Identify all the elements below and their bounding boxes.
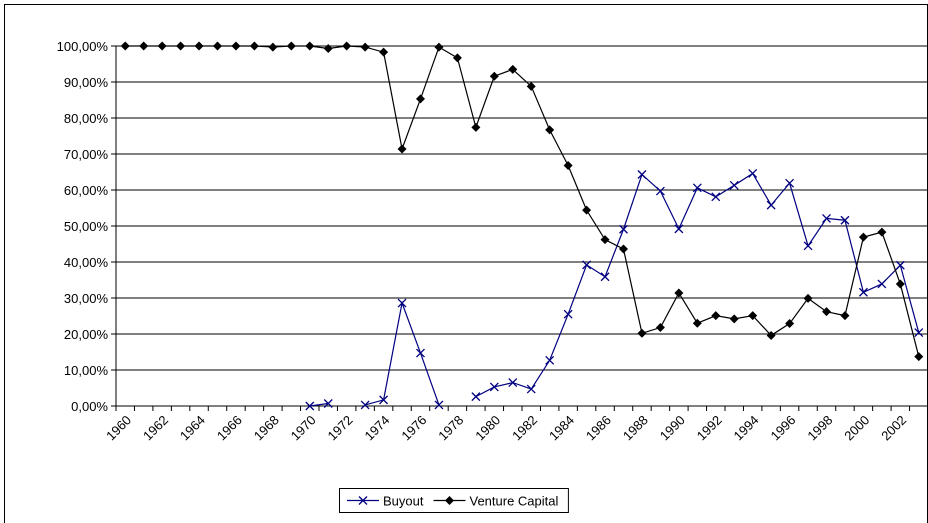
marker <box>249 41 259 51</box>
marker <box>508 378 518 388</box>
marker <box>434 42 444 52</box>
y-tick-label: 60,00% <box>64 183 109 198</box>
marker <box>434 400 444 410</box>
marker <box>157 41 167 51</box>
legend-label: Venture Capital <box>469 494 558 509</box>
line <box>309 402 329 407</box>
marker <box>582 260 592 270</box>
y-tick-label: 20,00% <box>64 327 109 342</box>
marker <box>323 44 333 54</box>
marker <box>895 260 905 270</box>
marker <box>655 186 665 196</box>
marker <box>563 161 573 171</box>
marker <box>655 323 665 333</box>
marker <box>305 401 315 411</box>
marker <box>416 94 425 104</box>
marker <box>305 41 315 51</box>
marker <box>268 42 278 52</box>
legend: Buyout Venture Capital <box>339 488 569 513</box>
marker <box>822 213 831 223</box>
marker <box>397 144 407 154</box>
marker <box>526 384 536 394</box>
marker <box>858 232 868 242</box>
marker <box>489 382 499 392</box>
marker <box>748 311 758 321</box>
marker <box>360 400 370 410</box>
marker <box>822 307 831 317</box>
marker <box>471 392 481 402</box>
marker <box>231 41 241 51</box>
marker <box>444 496 454 505</box>
y-tick-label: 50,00% <box>64 219 109 234</box>
marker <box>358 496 368 505</box>
marker <box>545 355 555 365</box>
marker <box>600 235 610 245</box>
marker <box>619 224 628 234</box>
marker <box>692 183 702 193</box>
marker <box>840 215 850 225</box>
marker <box>803 293 813 303</box>
marker <box>526 81 536 91</box>
marker <box>213 41 222 51</box>
marker <box>674 224 684 234</box>
marker <box>748 168 758 178</box>
y-tick-label: 100,00% <box>57 39 109 54</box>
y-tick-label: 10,00% <box>64 363 109 378</box>
marker <box>176 41 186 51</box>
marker <box>914 328 924 338</box>
marker <box>563 309 573 319</box>
marker <box>895 279 905 289</box>
marker <box>416 348 425 358</box>
marker <box>637 170 647 179</box>
marker <box>766 200 776 210</box>
marker <box>139 41 149 51</box>
marker <box>619 244 628 254</box>
marker <box>545 125 555 135</box>
marker <box>379 47 389 57</box>
marker <box>379 395 389 405</box>
marker <box>803 241 813 251</box>
marker <box>877 279 887 289</box>
marker <box>785 178 795 188</box>
marker <box>711 192 721 202</box>
marker <box>508 64 518 74</box>
marker <box>360 42 370 52</box>
y-tick-label: 90,00% <box>64 75 109 90</box>
y-tick-label: 80,00% <box>64 111 109 126</box>
marker <box>286 41 296 51</box>
marker <box>582 205 592 215</box>
marker <box>452 53 462 63</box>
marker <box>120 41 130 51</box>
marker <box>194 41 204 51</box>
marker <box>692 318 702 328</box>
marker <box>766 330 776 340</box>
marker <box>323 399 333 408</box>
y-tick-label: 70,00% <box>64 147 109 162</box>
marker <box>397 298 407 308</box>
marker <box>914 352 924 362</box>
legend-label: Buyout <box>383 494 424 509</box>
y-tick-label: 30,00% <box>64 291 109 306</box>
marker <box>858 287 868 297</box>
marker <box>471 122 481 132</box>
marker <box>729 180 739 190</box>
marker <box>785 319 795 329</box>
marker <box>840 311 850 321</box>
marker <box>342 41 352 51</box>
marker <box>711 311 721 321</box>
marker <box>877 227 887 237</box>
y-tick-label: 40,00% <box>64 255 109 270</box>
marker <box>600 272 610 282</box>
marker <box>489 71 499 81</box>
y-tick-label: 0,00% <box>71 399 108 414</box>
marker <box>674 288 684 298</box>
marker <box>637 328 647 338</box>
marker <box>729 314 739 324</box>
